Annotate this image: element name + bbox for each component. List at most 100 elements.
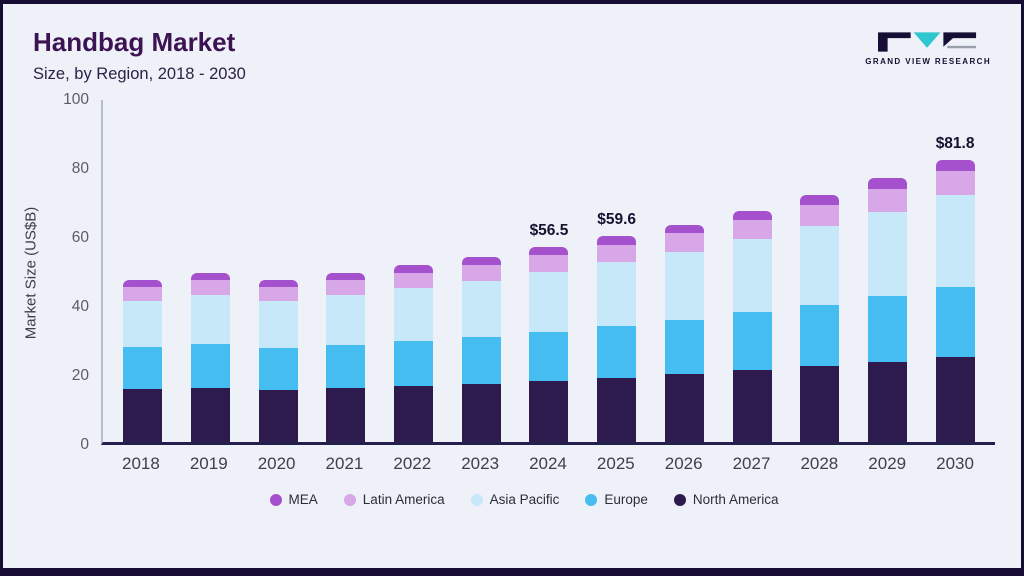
segment-latin-america [326,280,366,295]
bar-slot-2018 [109,100,177,442]
bar-stack-2029 [867,178,907,442]
segment-north-america [191,387,231,442]
segment-asia-pacific [867,211,907,297]
bar-2024: $56.5 [529,100,569,442]
bar-slot-2029 [854,100,922,442]
segment-europe [732,312,772,371]
bar-slot-2027 [718,100,786,442]
legend-label-north-america: North America [692,492,779,507]
bar-stack-2019 [191,272,231,442]
segment-asia-pacific [732,239,772,313]
legend-item-latin-america: Latin America [343,492,445,507]
segment-latin-america [461,264,501,281]
bar-2029 [867,100,907,442]
y-axis-label: Market Size (US$B) [22,206,40,339]
x-tick-label-2025: 2025 [596,454,635,473]
segment-mea [732,210,772,220]
x-tick-label-2018: 2018 [122,454,160,473]
segment-mea [394,265,434,273]
segment-europe [935,286,975,358]
y-axis-title-column: Market Size (US$B) [13,100,49,445]
bar-slot-2022 [380,100,448,442]
y-tick-label: 0 [80,436,89,453]
stacked-bar-chart: Market Size (US$B) 0 20 40 60 80 100 $56.5 $59… [3,84,1021,568]
x-tick-label-2026: 2026 [664,454,703,473]
segment-asia-pacific [597,262,637,326]
y-tick-label: 40 [71,298,89,315]
segment-asia-pacific [935,195,975,287]
segment-latin-america [664,233,704,252]
legend-label-latin-america: Latin America [362,492,445,507]
bar-2022 [394,100,434,442]
y-tick-label: 80 [71,160,89,177]
bar-slot-2024: $56.5 [515,100,583,442]
segment-mea [935,159,975,171]
segment-asia-pacific [326,294,366,345]
legend-label-europe: Europe [604,492,648,507]
bar-stack-2026 [664,224,704,442]
segment-north-america [597,378,637,442]
x-tick-label-2027: 2027 [732,454,771,473]
segment-europe [597,325,637,379]
segment-europe [867,296,907,362]
bar-2023 [461,100,501,442]
bar-2028 [800,100,840,442]
x-tick-label-2024: 2024 [529,454,567,473]
segment-asia-pacific [123,300,163,348]
x-tick-label-2030: 2030 [936,454,974,473]
bar-2025: $59.6 [597,100,637,442]
legend-marker-mea [269,493,282,506]
bar-slot-2021 [312,100,380,442]
plot-area: $56.5 $59.6 $81.8 [101,100,995,445]
legend-item-asia-pacific: Asia Pacific [470,492,559,507]
segment-latin-america [123,286,163,301]
segment-mea [597,236,637,245]
gvr-logo-icon [878,32,977,52]
bar-stack-2021 [326,272,366,442]
segment-north-america [326,387,366,442]
x-tick-label-2029: 2029 [868,454,907,473]
segment-asia-pacific [461,280,501,337]
chart-subtitle: Size, by Region, 2018 - 2030 [33,65,246,83]
segment-europe [394,340,434,386]
x-tick-label-2019: 2019 [189,454,228,473]
legend-item-north-america: North America [673,492,779,507]
segment-europe [326,344,366,388]
legend-item-europe: Europe [585,492,648,507]
segment-asia-pacific [258,300,298,349]
segment-mea [800,195,840,206]
bar-2020 [258,100,298,442]
segment-mea [867,178,907,189]
segment-north-america [394,385,434,442]
bar-slot-2026 [651,100,719,442]
bar-stack-2030 [935,159,975,442]
segment-mea [258,279,298,287]
bar-2019 [191,100,231,442]
segment-latin-america [935,170,975,195]
legend-label-mea: MEA [288,492,318,507]
bar-slot-2030: $81.8 [921,100,989,442]
bar-stack-2023 [461,256,501,442]
segment-north-america [935,357,975,442]
segment-north-america [258,390,298,442]
legend-marker-latin-america [343,493,356,506]
segment-north-america [529,381,569,442]
x-axis-labels: 2018 2019 2020 2021 2022 2023 2024 2025 2026 2027… [101,445,995,474]
segment-mea [529,247,569,256]
segment-mea [461,256,501,265]
bar-2018 [123,100,163,442]
segment-europe [800,304,840,367]
logo-wordmark: GRAND VIEW RESEARCH [865,57,991,66]
bar-total-label-2024: $56.5 [529,222,569,240]
segment-north-america [664,374,704,442]
grand-view-research-logo: GRAND VIEW RESEARCH [865,26,991,66]
segment-europe [461,336,501,384]
segment-north-america [123,388,163,442]
legend-marker-europe [585,493,598,506]
segment-mea [326,272,366,281]
chart-legend: MEA Latin America Asia Pacific Europe North … [13,474,995,517]
chart-title: Handbag Market [33,27,236,57]
segment-europe [664,319,704,375]
legend-marker-north-america [673,493,686,506]
